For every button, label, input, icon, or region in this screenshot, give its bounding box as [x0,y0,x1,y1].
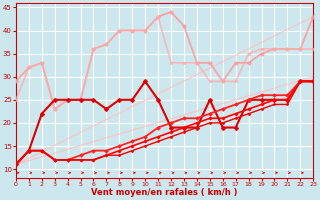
X-axis label: Vent moyen/en rafales ( km/h ): Vent moyen/en rafales ( km/h ) [91,188,238,197]
